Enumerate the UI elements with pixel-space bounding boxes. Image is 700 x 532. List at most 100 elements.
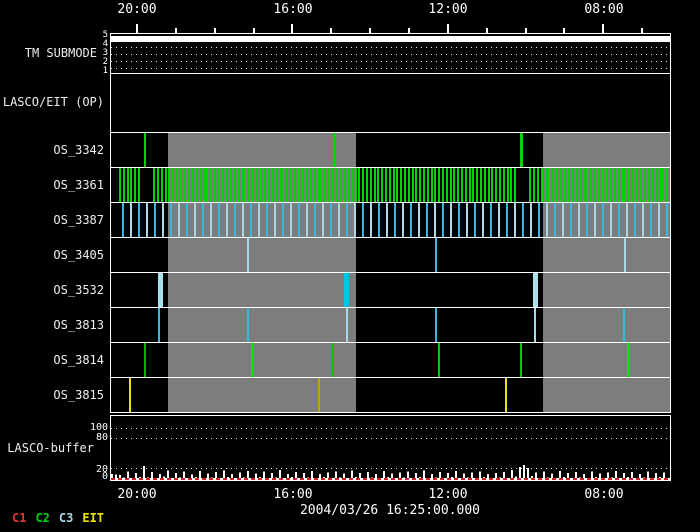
event-line: [552, 168, 554, 202]
event-line: [333, 133, 336, 167]
event-line: [195, 168, 197, 202]
event-line: [153, 168, 155, 202]
event-line: [138, 168, 140, 202]
event-line: [491, 168, 493, 202]
event-line: [659, 168, 661, 202]
event-line: [554, 203, 556, 237]
event-line: [202, 203, 204, 237]
event-line: [435, 238, 437, 272]
row-panel-OS_3387: [110, 202, 671, 237]
dotted-gridline: [111, 438, 670, 439]
event-line: [583, 168, 585, 202]
event-line: [210, 168, 212, 202]
observation-block: [543, 343, 670, 377]
tm-submode-tick-label: 4: [102, 39, 108, 49]
axis-tick: [563, 28, 566, 33]
event-line: [119, 168, 121, 202]
event-line: [442, 168, 444, 202]
legend-item-C1: C1: [12, 511, 27, 525]
event-line: [134, 168, 136, 202]
buffer-signal: [111, 465, 670, 480]
event-line: [218, 168, 220, 202]
event-line: [438, 168, 440, 202]
event-line: [194, 203, 196, 237]
event-line: [482, 203, 484, 237]
row-panel-OS_3405: [110, 237, 671, 272]
event-line: [214, 168, 216, 202]
event-line: [472, 168, 474, 202]
event-line: [127, 168, 129, 202]
event-line: [402, 203, 404, 237]
event-line: [203, 168, 205, 202]
event-line: [400, 168, 402, 202]
event-line: [138, 203, 140, 237]
event-line: [252, 168, 254, 202]
event-line: [538, 203, 540, 237]
observation-block: [543, 133, 670, 167]
dotted-gridline: [111, 428, 670, 429]
event-line: [144, 133, 146, 167]
event-line: [176, 168, 178, 202]
time-label-top: 20:00: [117, 2, 157, 17]
event-line: [418, 203, 420, 237]
event-line: [162, 203, 164, 237]
observation-block: [543, 273, 670, 307]
event-line: [332, 343, 334, 377]
observation-block: [543, 238, 670, 272]
event-line: [251, 343, 254, 377]
row-panel-OS_3405-content: [111, 238, 670, 272]
event-line: [469, 168, 471, 202]
event-line: [598, 168, 600, 202]
event-line: [313, 168, 315, 202]
event-line: [351, 168, 353, 202]
event-line: [570, 203, 572, 237]
event-line: [408, 168, 410, 202]
event-line: [146, 203, 148, 237]
event-line: [610, 203, 612, 237]
event-line: [488, 168, 490, 202]
event-line: [503, 168, 505, 202]
event-line: [484, 168, 486, 202]
event-line: [168, 168, 170, 202]
event-line: [533, 273, 538, 307]
event-line: [354, 203, 356, 237]
event-line: [621, 168, 623, 202]
event-line: [314, 203, 316, 237]
event-line: [446, 168, 448, 202]
axis-tick: [330, 28, 333, 33]
event-line: [466, 203, 468, 237]
buffer-tick-label: 0: [101, 471, 108, 482]
event-line: [541, 168, 543, 202]
event-line: [229, 168, 231, 202]
event-line: [191, 168, 193, 202]
row-panel-lasco-buffer: [110, 415, 671, 481]
event-line: [643, 168, 645, 202]
tm-submode-tick-label: 5: [102, 30, 108, 40]
event-line: [586, 203, 588, 237]
event-line: [343, 168, 345, 202]
camera-legend: C1 C2 C3 EIT: [12, 511, 113, 525]
event-line: [158, 308, 160, 342]
observation-block: [543, 378, 670, 412]
buffer-tick-label: 100: [89, 422, 108, 433]
row-panel-tm-submode-content: [111, 34, 670, 73]
event-line: [666, 203, 668, 237]
event-line: [247, 238, 249, 272]
event-line: [346, 308, 348, 342]
event-line: [514, 168, 516, 202]
event-line: [178, 203, 180, 237]
dotted-gridline: [111, 68, 670, 69]
event-line: [237, 168, 239, 202]
tm-submode-tick-label: 1: [102, 66, 108, 76]
event-line: [404, 168, 406, 202]
event-line: [520, 343, 522, 377]
event-line: [256, 168, 258, 202]
event-line: [378, 203, 380, 237]
event-line: [613, 168, 615, 202]
event-line: [170, 203, 172, 237]
event-line: [662, 168, 664, 202]
event-line: [242, 203, 244, 237]
event-line: [324, 168, 326, 202]
event-line: [530, 203, 532, 237]
event-line: [505, 378, 507, 412]
